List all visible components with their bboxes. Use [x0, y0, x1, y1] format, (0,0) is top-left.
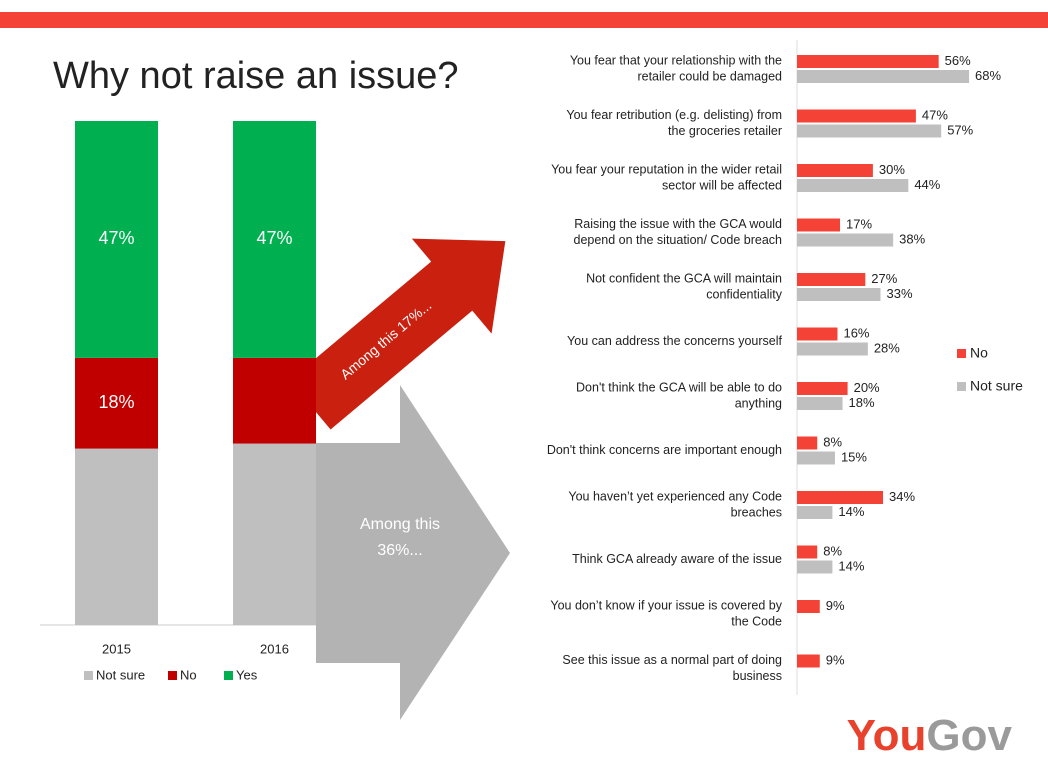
- bar: [797, 451, 835, 465]
- gray-arrow-text: 36%...: [377, 542, 422, 559]
- gray-arrow: [316, 385, 510, 720]
- category-label: the groceries retailer: [668, 124, 782, 138]
- data-label: 18%: [98, 392, 134, 412]
- category-label: You fear your reputation in the wider re…: [551, 162, 782, 176]
- category-label: retailer could be damaged: [637, 69, 782, 83]
- bar: [797, 55, 939, 68]
- logo-part: You: [847, 711, 927, 760]
- category-label: You haven’t yet experienced any Code: [568, 489, 782, 503]
- bar: [797, 179, 909, 192]
- legend-swatch: [957, 382, 966, 391]
- data-label: 9%: [826, 652, 845, 667]
- category-label: confidentiality: [706, 287, 782, 301]
- gray-arrow-shape: [316, 385, 510, 720]
- data-label: 15%: [841, 449, 867, 464]
- legend-label: Yes: [236, 667, 258, 682]
- legend-label: No: [970, 345, 988, 361]
- bar: [797, 600, 820, 613]
- category-label: Don't think the GCA will be able to do: [576, 380, 782, 394]
- bar: [797, 382, 848, 395]
- top-bar: [0, 12, 1048, 28]
- slide-title: Why not raise an issue?: [53, 55, 459, 97]
- gray-arrow-text: Among this: [360, 516, 440, 533]
- logo: YouGov: [847, 711, 1013, 760]
- legend-swatch: [84, 671, 93, 680]
- bar-segment: [75, 357, 158, 449]
- data-label: 38%: [899, 231, 925, 246]
- bar: [797, 124, 942, 138]
- bar: [797, 342, 868, 356]
- category-label: anything: [735, 396, 782, 410]
- x-tick-label: 2016: [260, 641, 289, 656]
- legend-label: No: [180, 667, 197, 682]
- x-tick-label: 2015: [102, 641, 131, 656]
- data-label: 8%: [823, 434, 842, 449]
- category-label: sector will be affected: [662, 178, 782, 192]
- bar: [797, 397, 843, 410]
- bar: [797, 560, 833, 574]
- category-label: You don’t know if your issue is covered …: [550, 598, 782, 612]
- data-label: 9%: [826, 598, 845, 613]
- bar: [797, 273, 866, 286]
- legend-label: Not sure: [96, 667, 145, 682]
- category-label: breaches: [731, 505, 782, 519]
- bar: [797, 70, 970, 83]
- bar: [797, 545, 818, 559]
- data-label: 47%: [922, 107, 948, 122]
- data-label: 30%: [879, 162, 905, 177]
- bar: [797, 233, 894, 247]
- logo-part: Gov: [926, 711, 1012, 760]
- legend-swatch: [957, 349, 966, 358]
- legend-swatch: [224, 671, 233, 680]
- data-label: 57%: [947, 122, 973, 137]
- category-label: Think GCA already aware of the issue: [572, 552, 782, 566]
- bar: [797, 109, 916, 123]
- bar-segment: [75, 448, 158, 625]
- data-label: 47%: [256, 228, 292, 248]
- data-label: 17%: [846, 216, 872, 231]
- category-label: You fear retribution (e.g. delisting) fr…: [566, 108, 782, 122]
- data-label: 47%: [98, 228, 134, 248]
- data-label: 14%: [838, 504, 864, 519]
- data-label: 18%: [849, 395, 875, 410]
- bar-segment: [233, 121, 316, 358]
- bar: [797, 164, 873, 177]
- bar: [797, 491, 884, 504]
- category-label: the Code: [731, 614, 782, 628]
- data-label: 56%: [945, 53, 971, 68]
- data-label: 44%: [914, 177, 940, 192]
- data-label: 16%: [843, 325, 869, 340]
- category-label: depend on the situation/ Code breach: [574, 233, 783, 247]
- category-label: Raising the issue with the GCA would: [574, 217, 782, 231]
- data-label: 28%: [874, 340, 900, 355]
- data-label: 14%: [838, 558, 864, 573]
- bar: [797, 288, 881, 301]
- bar: [797, 654, 820, 668]
- bar: [797, 436, 818, 450]
- category-label: business: [733, 669, 782, 683]
- red-arrow-shape: [289, 238, 506, 430]
- category-label: You fear that your relationship with the: [570, 53, 782, 67]
- bar: [797, 327, 838, 341]
- category-label: Not confident the GCA will maintain: [586, 271, 782, 285]
- data-label: 68%: [975, 68, 1001, 83]
- bar-segment: [233, 357, 316, 444]
- data-label: 33%: [886, 286, 912, 301]
- legend-label: Not sure: [970, 378, 1023, 394]
- data-label: 34%: [889, 489, 915, 504]
- data-label: 8%: [823, 543, 842, 558]
- bar-segment: [75, 121, 158, 358]
- category-label: You can address the concerns yourself: [567, 334, 782, 348]
- bar-segment: [233, 443, 316, 625]
- data-label: 27%: [871, 271, 897, 286]
- data-label: 20%: [854, 380, 880, 395]
- bar: [797, 506, 833, 519]
- legend-swatch: [168, 671, 177, 680]
- bar: [797, 218, 841, 232]
- category-label: Don't think concerns are important enoug…: [547, 443, 782, 457]
- category-label: See this issue as a normal part of doing: [562, 653, 782, 667]
